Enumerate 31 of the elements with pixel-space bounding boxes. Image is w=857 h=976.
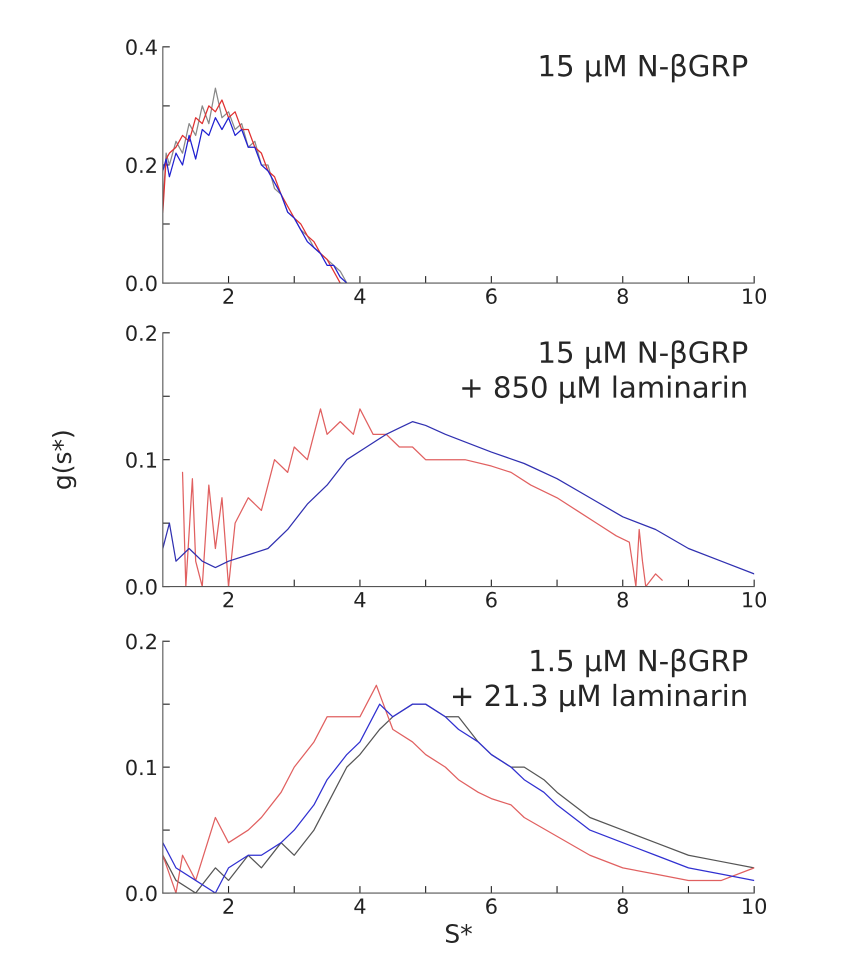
y-tick-label: 0.1 <box>126 760 156 776</box>
y-tick-label: 0.2 <box>126 157 156 174</box>
x-tick-label: 8 <box>618 592 628 608</box>
x-tick-label: 4 <box>354 288 366 304</box>
y-axis-title: g(s*) <box>52 431 76 489</box>
x-axis-title: S* <box>446 924 472 943</box>
x-tick-label: 10 <box>743 898 766 914</box>
x-tick-label: 2 <box>223 898 234 914</box>
x-tick-label: 6 <box>486 592 497 608</box>
line-series <box>182 408 663 587</box>
x-tick-label: 8 <box>618 898 628 914</box>
x-tick-label: 8 <box>618 288 628 304</box>
y-tick-label: 0.0 <box>126 885 157 902</box>
line-series <box>162 421 754 575</box>
x-tick-label: 6 <box>486 288 497 304</box>
y-tick-label: 0.2 <box>126 634 156 650</box>
x-tick-label: 10 <box>743 288 766 304</box>
annotation: 15 μM N-βGRP + 850 μM laminarin <box>462 340 748 404</box>
y-tick-label: 0.4 <box>126 39 157 56</box>
y-tick-label: 0.2 <box>126 325 156 342</box>
x-tick-label: 2 <box>223 288 234 304</box>
x-tick-label: 4 <box>354 592 366 608</box>
x-tick-label: 6 <box>486 898 497 914</box>
annotation: 15 μM N-βGRP <box>540 54 748 82</box>
x-tick-label: 10 <box>743 592 766 608</box>
x-tick-label: 4 <box>354 898 366 914</box>
x-tick-label: 2 <box>223 592 234 608</box>
y-tick-label: 0.0 <box>126 579 157 595</box>
y-tick-label: 0.0 <box>126 275 157 292</box>
annotation: 1.5 μM N-βGRP + 21.3 μM laminarin <box>453 648 748 712</box>
y-tick-label: 0.1 <box>126 452 156 468</box>
